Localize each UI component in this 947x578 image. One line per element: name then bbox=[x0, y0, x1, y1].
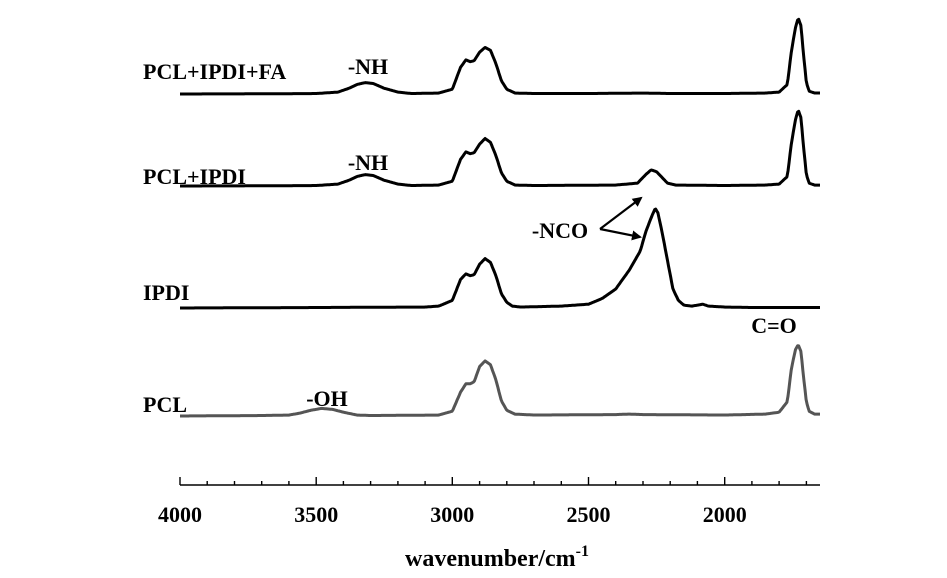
x-axis-title-superscript: -1 bbox=[576, 543, 589, 560]
annotation-nh-1: -NH bbox=[348, 150, 388, 175]
annotations: -NH -NH -NCO C=O -OH bbox=[306, 54, 797, 411]
series-labels: PCL+IPDI+FA PCL+IPDI IPDI PCL bbox=[143, 59, 286, 417]
series-line-ipdi bbox=[179, 207, 821, 310]
annotation-c-o-3: C=O bbox=[751, 313, 797, 338]
tick-label-3000: 3000 bbox=[430, 502, 474, 527]
annotation-oh-4: -OH bbox=[306, 386, 348, 411]
annotation-nh-0: -NH bbox=[348, 54, 388, 79]
series-label-ipdi: IPDI bbox=[143, 280, 189, 305]
series-line-pcl-ipdi bbox=[179, 109, 821, 188]
nco-arrow-upper bbox=[599, 196, 643, 230]
x-axis-title-text: wavenumber/cm bbox=[405, 546, 576, 572]
series-label-pcl-ipdi-fa: PCL+IPDI+FA bbox=[143, 59, 286, 84]
tick-label-2000: 2000 bbox=[703, 502, 747, 527]
tick-label-2500: 2500 bbox=[567, 502, 611, 527]
annotation-nco-2: -NCO bbox=[532, 218, 588, 243]
series-label-pcl-ipdi: PCL+IPDI bbox=[143, 164, 246, 189]
x-ticks: 4000 3500 3000 2500 2000 bbox=[158, 477, 808, 527]
tick-label-4000: 4000 bbox=[158, 502, 202, 527]
nco-arrow-lower bbox=[599, 227, 642, 241]
series-label-pcl: PCL bbox=[143, 392, 187, 417]
nco-arrows bbox=[599, 196, 643, 241]
series-line-pcl-ipdi-fa bbox=[179, 17, 821, 96]
series-group bbox=[179, 17, 821, 418]
series-line-pcl bbox=[179, 344, 821, 418]
x-axis-title: wavenumber/cm-1 bbox=[405, 543, 589, 572]
tick-label-3500: 3500 bbox=[294, 502, 338, 527]
